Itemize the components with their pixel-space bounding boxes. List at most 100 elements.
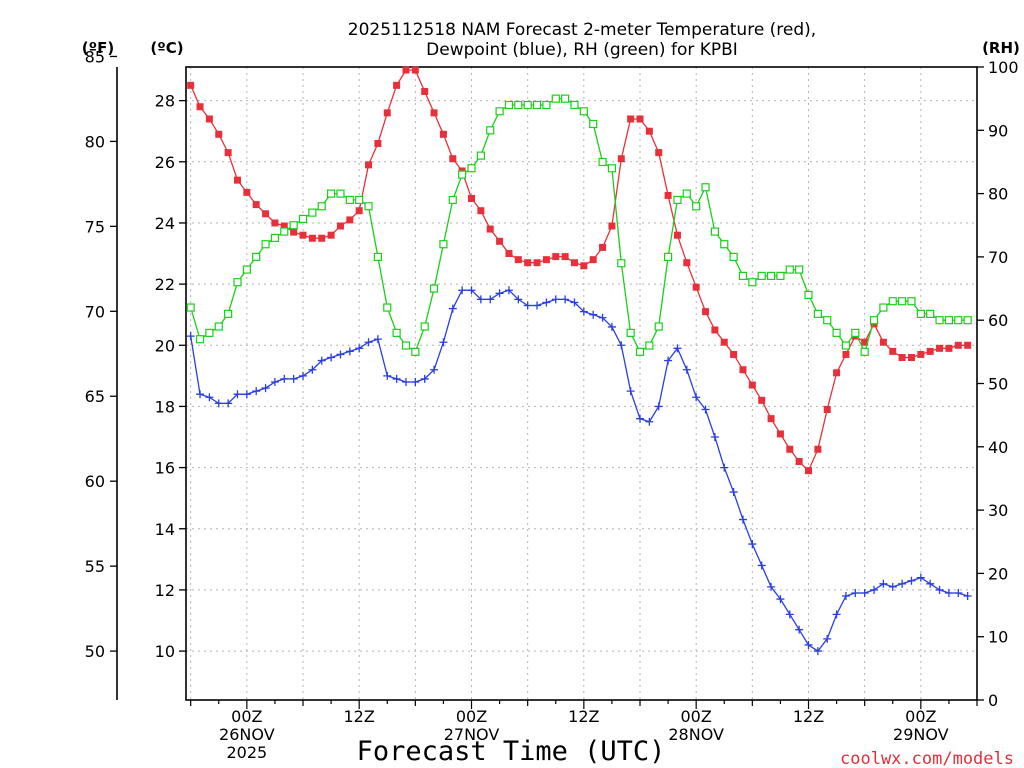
dewpoint-point: [364, 338, 373, 347]
dewpoint-point: [261, 384, 270, 393]
x-tick-label: 12Z: [793, 707, 824, 726]
fahrenheit-tick-label: 85: [85, 47, 105, 66]
celsius-tick-label: 24: [155, 214, 175, 233]
dewpoint-point: [373, 335, 382, 344]
rh-point: [673, 195, 682, 205]
rh-point: [551, 94, 560, 103]
rh-point: [832, 328, 841, 337]
rh-point: [186, 303, 195, 312]
temperature-point: [336, 222, 344, 230]
rh-point: [589, 119, 598, 129]
temperature-point: [580, 262, 588, 270]
temperature-point: [570, 259, 578, 267]
temperature-point: [262, 210, 270, 218]
x-tick-label: 27NOV: [444, 725, 500, 744]
rh-point: [326, 189, 336, 198]
rh-point: [860, 347, 869, 356]
temperature-point: [327, 231, 335, 239]
grid-layer: [186, 67, 977, 700]
temperature-point: [964, 341, 972, 349]
dewpoint-point: [533, 301, 542, 310]
temperature-point: [907, 354, 915, 362]
rh-point: [561, 94, 570, 103]
temperature-point: [861, 338, 869, 346]
rh-point: [841, 341, 851, 350]
rh-point: [429, 284, 439, 293]
rh-point: [626, 328, 635, 337]
rh-point: [579, 107, 588, 116]
rh-point: [392, 328, 401, 337]
temperature-point: [617, 155, 625, 163]
dewpoint-point: [626, 387, 635, 396]
rh-point: [823, 316, 832, 325]
rh-point: [532, 100, 542, 110]
temperature-point: [215, 130, 223, 138]
dewpoint-point: [196, 390, 205, 399]
dewpoint-point: [504, 286, 513, 295]
fahrenheit-tick-label: 75: [85, 217, 105, 236]
temperature-point: [748, 381, 756, 389]
x-tick-label: 00Z: [231, 707, 262, 726]
temperature-point: [496, 237, 504, 245]
rh-point: [420, 322, 429, 331]
temperature-point: [233, 176, 241, 184]
x-tick-label: 29NOV: [893, 725, 949, 744]
rh-point: [729, 252, 738, 261]
temperature-point: [299, 231, 307, 239]
rh-point: [289, 221, 298, 230]
celsius-tick-label: 10: [155, 642, 175, 661]
temperature-point: [720, 338, 728, 346]
dewpoint-point: [785, 610, 794, 619]
dewpoint-point: [355, 344, 364, 353]
dewpoint-point: [720, 463, 729, 472]
temperature-point: [692, 283, 700, 291]
rh-point: [869, 316, 879, 325]
dewpoint-point: [430, 365, 439, 374]
dewpoint-point: [617, 341, 626, 350]
temperature-point: [477, 207, 485, 215]
dewpoint-point: [270, 377, 279, 386]
rh-point: [270, 233, 280, 243]
rh-point: [879, 303, 888, 312]
chart-title-line1: 2025112518 NAM Forecast 2-meter Temperat…: [348, 20, 816, 40]
rh-point: [692, 202, 701, 211]
dewpoint-point: [205, 393, 214, 402]
temperature-point: [936, 344, 944, 352]
x-tick-label: 26NOV: [219, 725, 275, 744]
dewpoint-point: [561, 295, 570, 304]
celsius-tick-label: 22: [155, 275, 175, 294]
celsius-tick-label: 18: [155, 397, 175, 416]
rh-point: [514, 100, 523, 110]
rh-point: [720, 240, 729, 249]
dewpoint-point: [233, 390, 242, 399]
axes-layer: 10 12 14 16 18 20 22 24 26 28 50 55 60 65 70 75 80 85 0 10 2…: [85, 47, 1019, 762]
x-tick-label: 12Z: [568, 707, 599, 726]
rh-point: [476, 151, 485, 160]
rh-point: [935, 316, 944, 325]
rh-point: [813, 309, 822, 318]
temperature-point: [842, 350, 850, 358]
rh-point: [766, 271, 776, 280]
temperature-point: [290, 228, 298, 236]
rh-point: [383, 303, 392, 312]
rh-tick-label: 40: [988, 438, 1008, 457]
dewpoint-point: [514, 295, 523, 304]
rh-point: [795, 265, 804, 274]
temperature-point: [889, 347, 897, 355]
rh-point: [364, 202, 373, 211]
rh-tick-label: 20: [988, 564, 1008, 583]
temperature-point: [430, 109, 438, 117]
temperature-point: [318, 234, 326, 242]
temperature-point: [823, 405, 831, 413]
temperature-point: [205, 115, 213, 123]
fahrenheit-tick-label: 70: [85, 302, 105, 321]
rh-tick-label: 60: [988, 311, 1008, 330]
temperature-point: [730, 350, 738, 358]
celsius-unit-label: (ºC): [150, 39, 183, 57]
dewpoint-point: [898, 579, 907, 588]
temperature-point: [599, 243, 607, 251]
x-tick-label: 12Z: [344, 707, 375, 726]
temperature-point: [533, 259, 541, 267]
dewpoint-point: [757, 561, 766, 570]
